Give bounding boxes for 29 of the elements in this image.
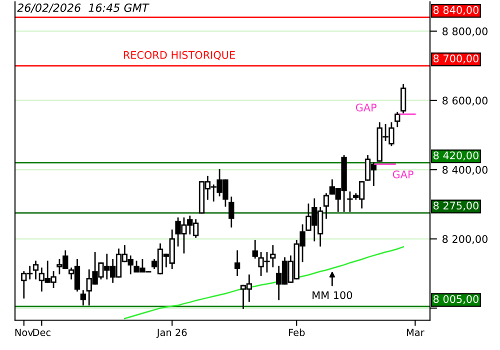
ref-line-label: 8 420,00 bbox=[433, 151, 478, 160]
annotation: GAP bbox=[392, 170, 414, 178]
candlestick bbox=[32, 260, 39, 280]
candlestick bbox=[394, 112, 400, 128]
candlestick bbox=[234, 250, 240, 276]
ref-line-label: 8 005,00 bbox=[433, 295, 478, 304]
y-tick-label: 8 200,00 bbox=[442, 235, 488, 244]
annotation: RECORD HISTORIQUE bbox=[124, 51, 235, 60]
chart-title: 26/02/2026 16:45 GMT bbox=[17, 4, 150, 13]
candlestick bbox=[252, 240, 258, 259]
x-tick-label: Dec bbox=[33, 328, 50, 336]
candlestick bbox=[80, 290, 86, 306]
x-tick-label: Mar bbox=[406, 328, 424, 336]
y-tick-label: 8 600,00 bbox=[442, 96, 488, 106]
ref-line-label: 8 275,00 bbox=[433, 202, 478, 211]
annotation: GAP bbox=[356, 104, 376, 112]
y-tick-label: 8 400,00 bbox=[442, 166, 488, 175]
x-tick-label: Feb bbox=[288, 328, 305, 336]
candlestick bbox=[323, 193, 330, 219]
candlestick bbox=[228, 196, 234, 228]
series-label: MM 100 bbox=[312, 291, 352, 300]
candlestick bbox=[347, 191, 353, 212]
ref-line-label: 8 700,00 bbox=[433, 54, 478, 64]
x-tick-label: Nov bbox=[15, 328, 34, 336]
candlestick bbox=[400, 84, 406, 114]
candlestick bbox=[270, 245, 276, 268]
y-tick-label: 8 800,00 bbox=[442, 27, 488, 36]
x-tick-label: Jan 26 bbox=[156, 328, 187, 338]
ref-line-label: 8 840,00 bbox=[433, 6, 478, 15]
